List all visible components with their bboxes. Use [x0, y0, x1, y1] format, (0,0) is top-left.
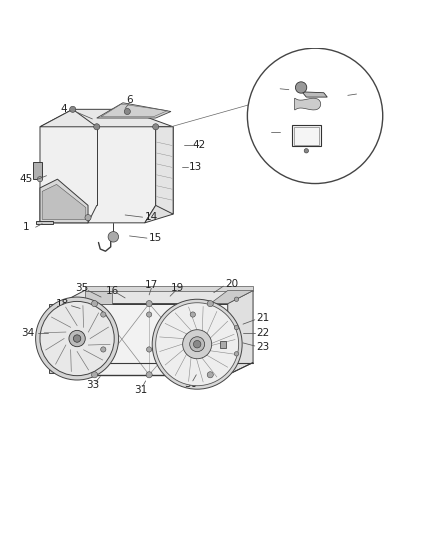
Bar	[220, 341, 226, 348]
Polygon shape	[294, 98, 321, 110]
Polygon shape	[40, 109, 155, 223]
Circle shape	[74, 335, 81, 342]
Text: 18: 18	[56, 300, 69, 310]
Circle shape	[234, 297, 239, 302]
Text: 23: 23	[256, 342, 269, 352]
Text: 13: 13	[188, 162, 201, 172]
Text: 33: 33	[86, 380, 99, 390]
Circle shape	[155, 303, 239, 386]
Circle shape	[295, 82, 307, 93]
Circle shape	[304, 149, 308, 153]
Circle shape	[190, 337, 205, 352]
Circle shape	[152, 299, 242, 389]
Circle shape	[207, 301, 213, 306]
Circle shape	[194, 341, 201, 348]
Circle shape	[190, 312, 195, 317]
Circle shape	[37, 176, 42, 182]
Text: 14: 14	[145, 212, 158, 222]
Circle shape	[101, 312, 106, 317]
Polygon shape	[302, 92, 327, 97]
Polygon shape	[60, 290, 253, 304]
Text: 12: 12	[254, 127, 267, 137]
Text: 7: 7	[266, 84, 272, 94]
Polygon shape	[60, 304, 228, 375]
Circle shape	[146, 301, 152, 306]
Bar	[292, 125, 321, 147]
Text: 17: 17	[145, 280, 158, 290]
Circle shape	[35, 297, 119, 380]
Polygon shape	[228, 290, 253, 375]
Text: 35: 35	[75, 284, 88, 293]
Circle shape	[124, 108, 131, 115]
Circle shape	[108, 231, 119, 242]
Polygon shape	[97, 103, 171, 118]
Circle shape	[234, 352, 239, 356]
Circle shape	[101, 347, 106, 352]
Circle shape	[234, 326, 239, 330]
Text: 16: 16	[106, 286, 119, 295]
Circle shape	[70, 106, 76, 112]
Text: 30: 30	[184, 379, 197, 390]
Polygon shape	[40, 109, 173, 127]
Text: 45: 45	[19, 174, 33, 184]
Circle shape	[69, 330, 85, 346]
Text: 4: 4	[61, 104, 67, 114]
Circle shape	[94, 124, 100, 130]
Polygon shape	[155, 127, 173, 214]
Circle shape	[92, 372, 98, 378]
Polygon shape	[85, 290, 112, 304]
Polygon shape	[40, 179, 88, 223]
Circle shape	[183, 330, 212, 359]
Polygon shape	[42, 184, 86, 220]
Bar	[294, 127, 319, 145]
Polygon shape	[210, 290, 253, 304]
Polygon shape	[35, 221, 53, 224]
Circle shape	[146, 372, 152, 378]
Polygon shape	[145, 127, 173, 223]
Text: 42: 42	[193, 140, 206, 150]
Text: 8: 8	[360, 89, 367, 99]
Circle shape	[152, 124, 159, 130]
Circle shape	[207, 372, 213, 378]
Polygon shape	[49, 304, 62, 374]
Text: 6: 6	[126, 95, 133, 104]
Text: 1: 1	[23, 222, 29, 232]
Text: 31: 31	[134, 385, 147, 394]
Text: 19: 19	[171, 284, 184, 293]
Circle shape	[147, 347, 152, 352]
Text: 34: 34	[21, 328, 35, 338]
Polygon shape	[33, 161, 42, 179]
Text: 20: 20	[226, 279, 239, 289]
Circle shape	[247, 48, 383, 183]
Circle shape	[92, 301, 98, 306]
Text: 15: 15	[149, 233, 162, 243]
Circle shape	[85, 215, 91, 221]
Polygon shape	[85, 286, 253, 290]
Circle shape	[40, 302, 114, 376]
Circle shape	[147, 312, 152, 317]
Text: 22: 22	[256, 328, 269, 338]
Text: 21: 21	[256, 313, 269, 323]
